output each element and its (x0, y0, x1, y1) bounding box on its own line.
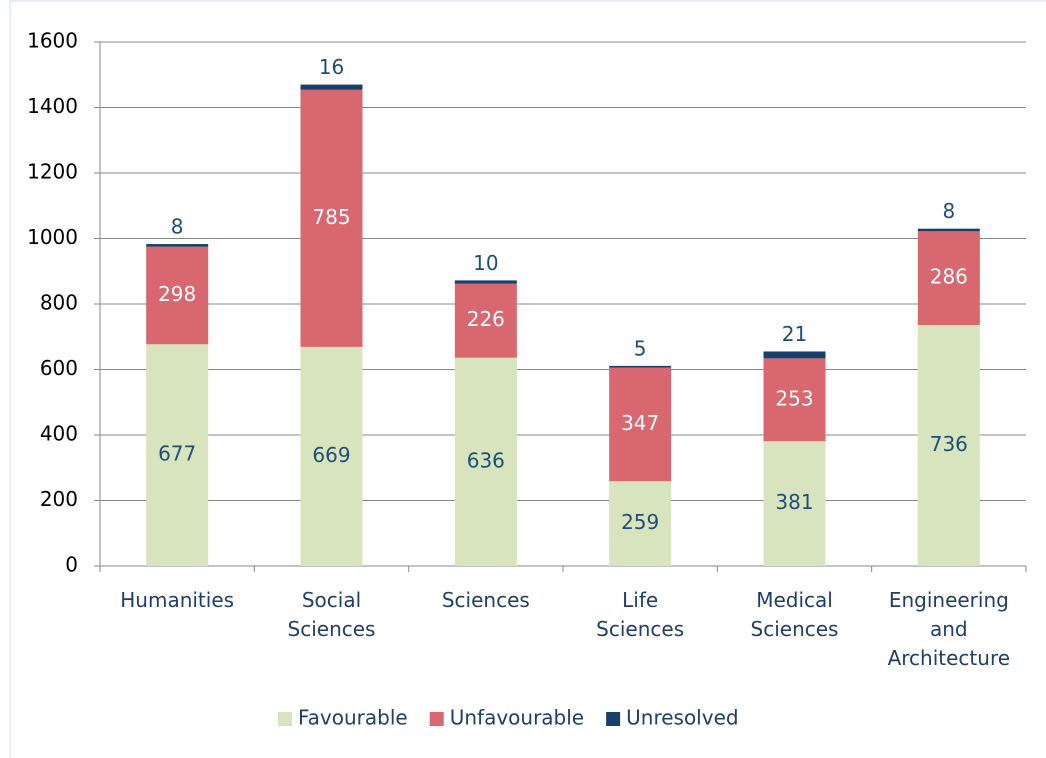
legend-label: Favourable (298, 706, 408, 730)
data-label: 785 (312, 205, 350, 229)
data-label: 10 (473, 251, 498, 275)
data-label: 8 (171, 215, 184, 239)
data-label: 8 (942, 199, 955, 223)
data-label: 253 (775, 386, 813, 410)
legend-label: Unresolved (626, 706, 738, 730)
x-tick-label: Humanities (120, 588, 235, 612)
bar-segment (917, 228, 980, 232)
data-label: 286 (930, 265, 968, 289)
y-tick-label: 1000 (27, 225, 78, 249)
bar-segment (146, 246, 209, 345)
legend-swatch (278, 712, 292, 726)
y-tick-label: 1200 (27, 160, 78, 184)
y-tick-label: 1400 (27, 94, 78, 118)
bar-segment (454, 280, 517, 284)
bar-segment (763, 358, 826, 442)
bar-segment (146, 344, 209, 566)
data-label: 226 (467, 307, 505, 331)
bar-segment (454, 283, 517, 358)
x-tick-label: Life Sciences (596, 588, 685, 641)
bar-segment (763, 351, 826, 359)
bar-segment (146, 244, 209, 247)
bar-segment (763, 441, 826, 566)
bar-segment (609, 365, 672, 368)
data-label: 736 (930, 432, 968, 456)
y-tick-label: 200 (40, 487, 78, 511)
bar-segment (300, 89, 363, 347)
y-tick-label: 600 (40, 356, 78, 380)
data-label: 347 (621, 411, 659, 435)
data-label: 259 (621, 510, 659, 534)
data-label: 636 (467, 448, 505, 472)
legend-label: Unfavourable (450, 706, 584, 730)
y-tick-label: 800 (40, 291, 78, 315)
data-label: 298 (158, 282, 196, 306)
bar-segment (609, 481, 672, 566)
bar-segment (609, 367, 672, 482)
data-label: 381 (775, 490, 813, 514)
data-label: 5 (634, 336, 647, 360)
x-tick-label: Social Sciences (287, 588, 376, 641)
x-tick-label: Medical Sciences (750, 588, 839, 641)
legend-swatch (429, 712, 444, 726)
x-tick-label: Sciences (441, 588, 530, 612)
bar-segment (917, 231, 980, 325)
y-tick-label: 400 (40, 422, 78, 446)
data-label: 677 (158, 442, 196, 466)
data-label: 16 (319, 55, 344, 79)
legend-swatch (606, 712, 621, 726)
data-label: 669 (312, 443, 350, 467)
bar-segment (917, 324, 980, 566)
bar-segment (300, 346, 363, 566)
y-tick-label: 0 (65, 553, 78, 577)
y-tick-label: 1600 (27, 29, 78, 53)
data-label: 21 (782, 322, 807, 346)
bar-segment (454, 357, 517, 566)
x-tick-label: Engineering and Architecture (887, 588, 1011, 670)
bar-segment (300, 84, 363, 90)
